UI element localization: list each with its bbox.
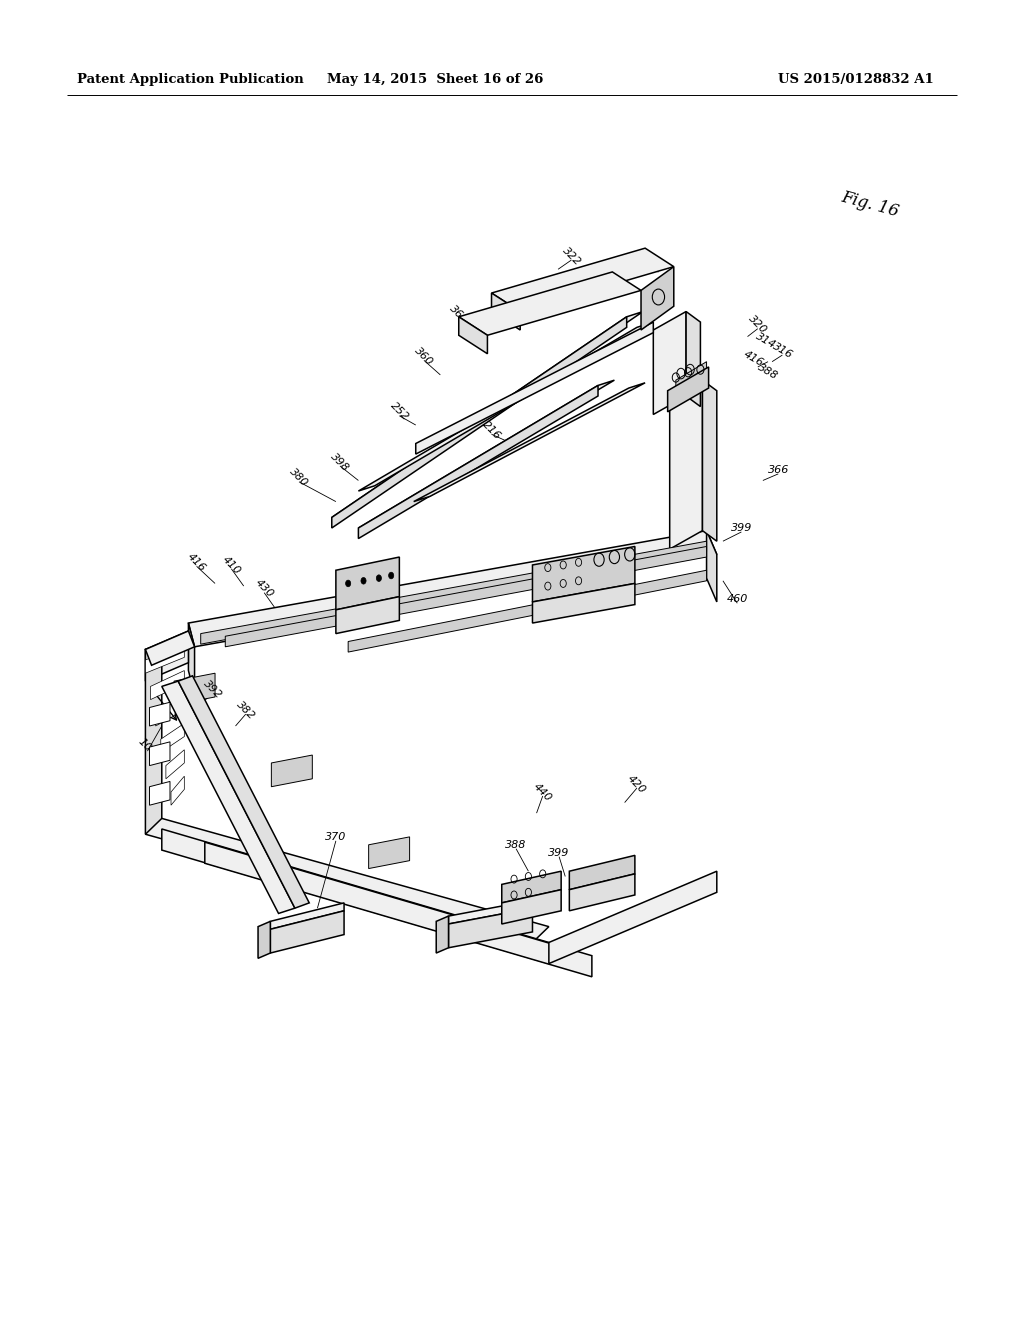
Polygon shape (162, 681, 295, 913)
Polygon shape (436, 916, 449, 953)
Polygon shape (502, 871, 561, 903)
Polygon shape (150, 742, 170, 766)
Text: 316: 316 (771, 342, 794, 360)
Text: Patent Application Publication: Patent Application Publication (77, 74, 303, 87)
Polygon shape (166, 750, 184, 779)
Text: 410: 410 (220, 554, 243, 576)
Text: 380: 380 (288, 467, 310, 488)
Text: US 2015/0128832 A1: US 2015/0128832 A1 (778, 74, 934, 87)
Polygon shape (161, 723, 184, 752)
Polygon shape (492, 248, 674, 312)
Polygon shape (449, 908, 532, 948)
Text: 430: 430 (253, 578, 275, 599)
Polygon shape (145, 631, 188, 681)
Text: 312: 312 (642, 253, 665, 275)
Polygon shape (188, 531, 717, 647)
Polygon shape (225, 546, 707, 647)
Polygon shape (171, 776, 184, 805)
Polygon shape (502, 890, 561, 924)
Polygon shape (150, 781, 170, 805)
Polygon shape (270, 903, 344, 929)
Polygon shape (258, 921, 270, 958)
Circle shape (377, 576, 382, 581)
Polygon shape (653, 312, 686, 414)
Polygon shape (569, 874, 635, 911)
Polygon shape (449, 900, 532, 924)
Text: 416: 416 (742, 350, 765, 368)
Text: 388: 388 (757, 363, 779, 381)
Text: May 14, 2015  Sheet 16 of 26: May 14, 2015 Sheet 16 of 26 (327, 74, 544, 87)
Polygon shape (336, 557, 399, 610)
Text: 252: 252 (388, 401, 411, 422)
Polygon shape (145, 644, 184, 673)
Text: 216: 216 (480, 420, 503, 441)
Polygon shape (188, 623, 195, 694)
Polygon shape (358, 380, 614, 528)
Circle shape (345, 581, 350, 586)
Polygon shape (348, 570, 707, 652)
Text: 440: 440 (531, 781, 554, 803)
Text: 388: 388 (506, 840, 526, 850)
Text: 360: 360 (413, 346, 435, 367)
Polygon shape (641, 267, 674, 330)
Polygon shape (336, 597, 399, 634)
Polygon shape (145, 631, 195, 665)
Polygon shape (414, 383, 645, 502)
Text: 370: 370 (326, 832, 346, 842)
Polygon shape (569, 855, 635, 890)
Text: 364: 364 (447, 304, 470, 325)
Polygon shape (459, 317, 487, 354)
Polygon shape (145, 644, 162, 834)
Polygon shape (532, 583, 635, 623)
Polygon shape (201, 541, 707, 644)
Text: 416: 416 (185, 552, 208, 573)
Text: 420: 420 (626, 774, 648, 795)
Polygon shape (492, 293, 520, 330)
Polygon shape (702, 380, 717, 541)
Polygon shape (670, 380, 702, 549)
Polygon shape (332, 317, 627, 528)
Polygon shape (358, 385, 598, 539)
Polygon shape (358, 322, 653, 491)
Text: Fig. 16: Fig. 16 (840, 189, 901, 220)
Polygon shape (532, 546, 635, 602)
Polygon shape (205, 842, 592, 977)
Text: 366: 366 (768, 465, 788, 475)
Text: 314: 314 (755, 331, 777, 350)
Text: 460: 460 (727, 594, 748, 605)
Text: 392: 392 (202, 678, 224, 700)
Polygon shape (270, 911, 344, 953)
Text: 100: 100 (136, 737, 159, 758)
Polygon shape (668, 367, 709, 412)
Polygon shape (145, 818, 549, 942)
Text: 399: 399 (731, 523, 752, 533)
Text: 399: 399 (549, 847, 569, 858)
Polygon shape (151, 671, 184, 700)
Polygon shape (174, 673, 215, 705)
Polygon shape (686, 312, 700, 407)
Polygon shape (271, 755, 312, 787)
Polygon shape (162, 829, 549, 964)
Text: 322: 322 (560, 246, 583, 267)
Polygon shape (416, 322, 653, 454)
Polygon shape (459, 272, 641, 335)
Polygon shape (150, 702, 170, 726)
Polygon shape (707, 531, 717, 602)
Polygon shape (549, 871, 717, 964)
Polygon shape (676, 362, 707, 393)
Circle shape (360, 578, 367, 583)
Text: 398: 398 (329, 451, 351, 473)
Polygon shape (332, 312, 643, 517)
Polygon shape (156, 697, 184, 726)
Text: 320: 320 (746, 314, 769, 335)
Text: 382: 382 (234, 700, 257, 721)
Polygon shape (178, 676, 309, 908)
Circle shape (389, 573, 394, 578)
Polygon shape (369, 837, 410, 869)
